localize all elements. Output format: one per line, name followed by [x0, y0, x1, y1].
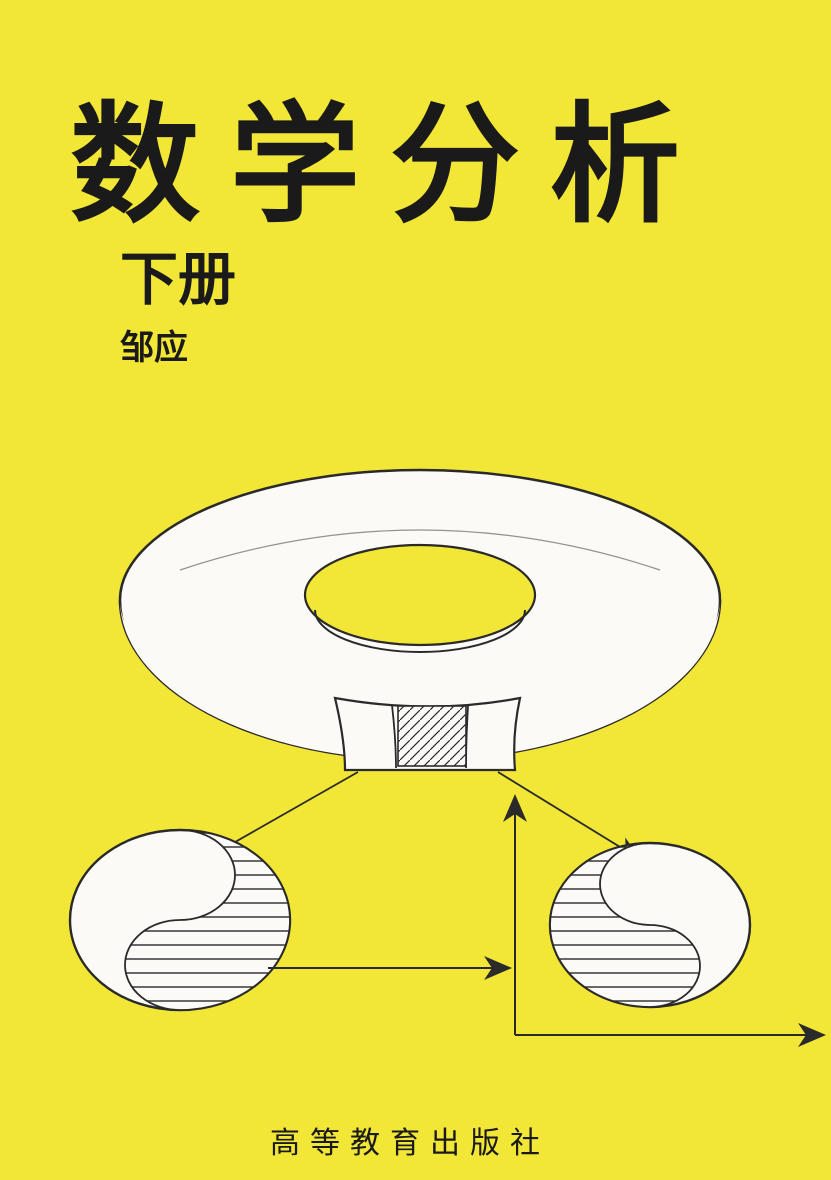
right-disc [550, 843, 750, 1007]
book-title: 数学分析 [70, 60, 710, 248]
book-publisher: 高等教育出版社 [270, 1118, 550, 1162]
torus-panel [335, 698, 520, 770]
book-author: 邹应 [120, 320, 188, 369]
book-cover: 数学分析 下册 邹应 高等教育出版社 [0, 0, 831, 1180]
left-disc [70, 830, 290, 1010]
book-subtitle: 下册 [120, 232, 236, 316]
